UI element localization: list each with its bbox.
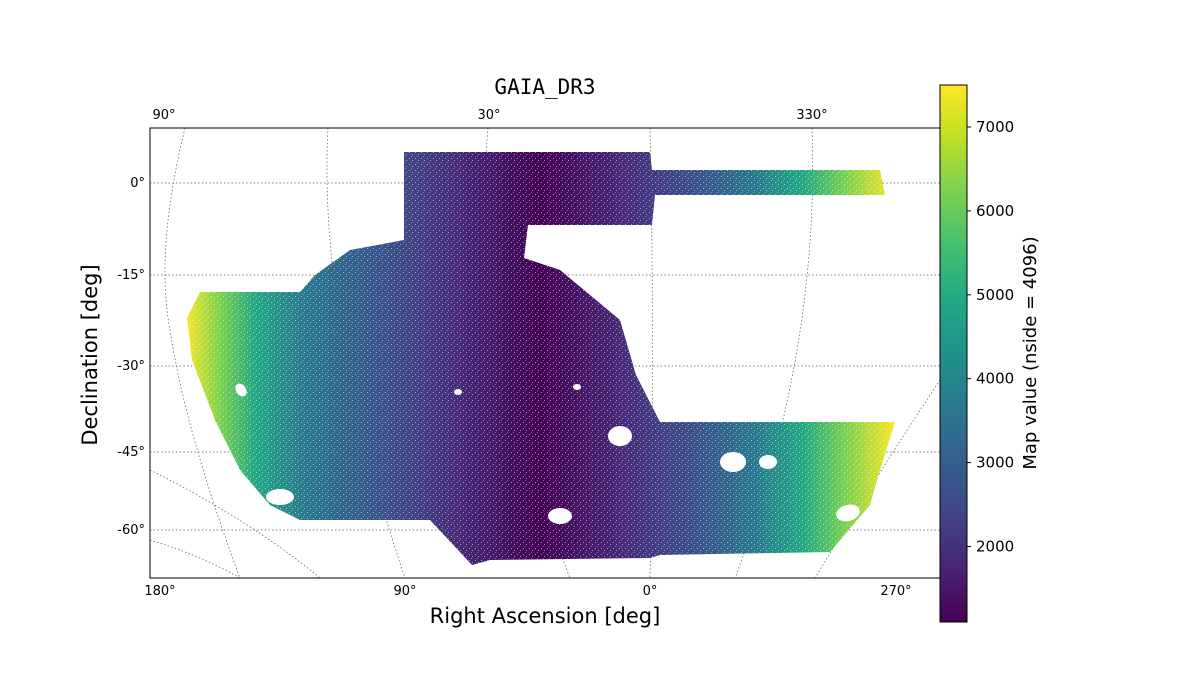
colorbar [939,84,968,623]
top-tick-label: 330° [796,108,827,123]
colorbar-tick-label: 3000 [976,454,1014,472]
left-tick-label: -15° [117,268,145,283]
bottom-tick-label: 0° [643,584,658,599]
top-tick-label: 30° [477,108,500,123]
left-tick-label: 0° [130,176,145,191]
colorbar-tick-label: 6000 [976,202,1014,220]
bottom-tick-label: 270° [880,584,911,599]
colorbar-tick-label: 5000 [976,286,1014,304]
top-tick-label: 90° [152,108,175,123]
colorbar-ticks: 2000 3000 4000 5000 6000 7000 [967,118,1014,555]
colorbar-tick-label: 7000 [976,118,1014,136]
left-tick-label: -60° [117,523,145,538]
colorbar-label: Map value (nside = 4096) [1020,236,1041,469]
bottom-tick-label: 180° [144,584,175,599]
plot-area [150,128,940,578]
colorbar-tick-label: 4000 [976,370,1014,388]
left-tick-label: -30° [117,359,145,374]
footprint-texture [187,152,895,565]
masked-regions [235,383,860,524]
bottom-tick-label: 90° [393,584,416,599]
left-tick-label: -45° [117,445,145,460]
y-axis-label: Declination [deg] [78,264,102,445]
chart-title: GAIA_DR3 [494,75,595,99]
x-axis-label: Right Ascension [deg] [430,604,661,628]
colorbar-tick-label: 2000 [976,537,1014,555]
